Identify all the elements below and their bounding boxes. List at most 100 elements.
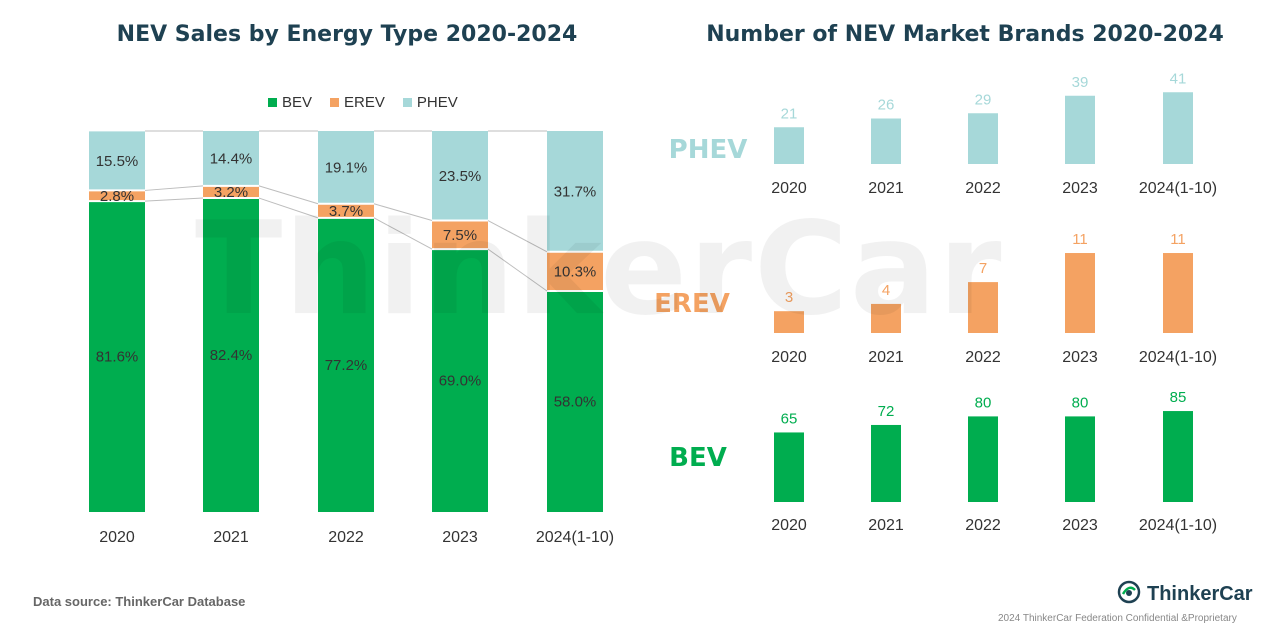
brand-bar-erev-2021 bbox=[871, 303, 901, 333]
brand-bar-bev-2022 bbox=[968, 416, 998, 502]
value-label-phev-2023: 23.5% bbox=[439, 168, 482, 185]
brand-x-tick-phev-2023: 2023 bbox=[1062, 180, 1098, 197]
left-chart-title: NEV Sales by Energy Type 2020-2024 bbox=[116, 22, 578, 47]
legend-swatch-erev bbox=[330, 98, 340, 107]
bar-bev-2024-1-10 bbox=[547, 291, 603, 512]
connector-line-2-0 bbox=[373, 217, 433, 250]
right-chart-title: Number of NEV Market Brands 2020-2024 bbox=[706, 22, 1224, 47]
x-tick-label-2022: 2022 bbox=[328, 529, 364, 546]
value-label-erev-2020: 2.8% bbox=[100, 188, 134, 205]
copyright-note: 2024 ThinkerCar Federation Confidential … bbox=[998, 613, 1237, 624]
connector-line-1-1 bbox=[258, 185, 319, 205]
brand-bar-bev-2020 bbox=[774, 432, 804, 502]
brand-value-label-bev-2024-1-10: 85 bbox=[1170, 389, 1187, 406]
brand-x-tick-erev-2020: 2020 bbox=[771, 349, 807, 366]
value-label-phev-2024-1-10: 31.7% bbox=[554, 183, 597, 200]
legend-swatch-bev bbox=[268, 98, 277, 107]
connector-line-3-1 bbox=[487, 220, 548, 253]
legend-label-bev: BEV bbox=[282, 94, 313, 111]
value-label-bev-2020: 81.6% bbox=[96, 349, 139, 366]
bar-phev-2021 bbox=[203, 131, 259, 186]
data-source-note: Data source: ThinkerCar Database bbox=[33, 594, 246, 609]
brand-bar-phev-2021 bbox=[871, 118, 901, 164]
bar-erev-2021 bbox=[203, 185, 259, 199]
bar-erev-2024-1-10 bbox=[547, 251, 603, 292]
row-label-bev: BEV bbox=[669, 443, 727, 473]
brand-value-label-bev-2022: 80 bbox=[975, 394, 992, 411]
brand-value-label-phev-2024-1-10: 41 bbox=[1170, 70, 1187, 87]
brand-x-tick-bev-2020: 2020 bbox=[771, 517, 807, 534]
brand-x-tick-bev-2024-1-10: 2024(1-10) bbox=[1139, 517, 1217, 534]
brand-value-label-phev-2021: 26 bbox=[878, 97, 895, 114]
brand-x-tick-erev-2021: 2021 bbox=[868, 349, 904, 366]
x-tick-label-2024-1-10: 2024(1-10) bbox=[536, 529, 614, 546]
brand-x-tick-erev-2022: 2022 bbox=[965, 349, 1001, 366]
brand-x-tick-erev-2023: 2023 bbox=[1062, 349, 1098, 366]
brand-value-label-bev-2020: 65 bbox=[781, 410, 798, 427]
brand-bar-erev-2022 bbox=[968, 282, 998, 333]
brand-value-label-erev-2022: 7 bbox=[979, 260, 987, 277]
bar-erev-2023 bbox=[432, 220, 488, 250]
brand-bar-bev-2024-1-10 bbox=[1163, 411, 1193, 502]
brand-bar-erev-2024-1-10 bbox=[1163, 253, 1193, 333]
brand-x-tick-phev-2022: 2022 bbox=[965, 180, 1001, 197]
value-label-bev-2022: 77.2% bbox=[325, 357, 368, 374]
brand-value-label-erev-2021: 4 bbox=[882, 282, 890, 299]
brand-value-label-phev-2022: 29 bbox=[975, 91, 992, 108]
x-tick-label-2021: 2021 bbox=[213, 529, 249, 546]
brand-x-tick-phev-2024-1-10: 2024(1-10) bbox=[1139, 180, 1217, 197]
bar-erev-2020 bbox=[89, 190, 145, 202]
brand-count-charts: 21 2020 26 2021 29 2022 39 2023 41 2024(1-10) 3 202… bbox=[771, 70, 1217, 534]
bar-phev-2022 bbox=[318, 131, 374, 204]
bar-phev-2024-1-10 bbox=[547, 131, 603, 252]
brand-logo: ThinkerCar bbox=[1117, 580, 1253, 609]
value-label-erev-2021: 3.2% bbox=[214, 184, 248, 201]
left-chart-legend: BEV EREV PHEV bbox=[268, 94, 458, 111]
stacked-bar-chart: 81.6% 2.8% 15.5% 2020 82.4% 3.2% 14.4% 2021 77.2… bbox=[89, 130, 614, 546]
brand-bar-phev-2020 bbox=[774, 127, 804, 164]
bar-bev-2021 bbox=[203, 198, 259, 512]
value-label-bev-2021: 82.4% bbox=[210, 347, 253, 364]
brand-x-tick-erev-2024-1-10: 2024(1-10) bbox=[1139, 349, 1217, 366]
brand-value-label-erev-2020: 3 bbox=[785, 289, 793, 306]
connector-line-1-0 bbox=[258, 197, 319, 219]
value-label-bev-2023: 69.0% bbox=[439, 373, 482, 390]
x-tick-label-2020: 2020 bbox=[99, 529, 135, 546]
brand-bar-bev-2023 bbox=[1065, 416, 1095, 502]
row-label-phev: PHEV bbox=[668, 135, 748, 165]
bar-bev-2022 bbox=[318, 217, 374, 513]
row-label-erev: EREV bbox=[654, 289, 730, 319]
brand-x-tick-phev-2020: 2020 bbox=[771, 180, 807, 197]
value-label-erev-2022: 3.7% bbox=[329, 203, 363, 220]
brand-bar-phev-2022 bbox=[968, 113, 998, 164]
brand-bar-erev-2023 bbox=[1065, 253, 1095, 333]
brand-logo-icon bbox=[1117, 580, 1141, 609]
value-label-bev-2024-1-10: 58.0% bbox=[554, 394, 597, 411]
legend-item-bev: BEV bbox=[268, 94, 312, 111]
legend-item-erev: EREV bbox=[330, 94, 385, 111]
bar-phev-2020 bbox=[89, 131, 145, 191]
value-label-erev-2024-1-10: 10.3% bbox=[554, 263, 597, 280]
value-label-erev-2023: 7.5% bbox=[443, 227, 477, 244]
bar-phev-2023 bbox=[432, 131, 488, 221]
legend-label-phev: PHEV bbox=[416, 94, 458, 111]
connector-line-0-0 bbox=[144, 197, 204, 202]
brand-value-label-erev-2023: 11 bbox=[1072, 231, 1088, 248]
bar-bev-2020 bbox=[89, 201, 145, 512]
connector-line-2-1 bbox=[373, 203, 433, 222]
brand-value-label-bev-2021: 72 bbox=[878, 403, 895, 420]
bar-erev-2022 bbox=[318, 203, 374, 218]
bar-bev-2023 bbox=[432, 249, 488, 513]
brand-x-tick-phev-2021: 2021 bbox=[868, 180, 904, 197]
brand-bar-phev-2024-1-10 bbox=[1163, 92, 1193, 164]
brand-value-label-phev-2023: 39 bbox=[1072, 74, 1089, 91]
value-label-phev-2021: 14.4% bbox=[210, 150, 253, 167]
legend-swatch-phev bbox=[402, 98, 412, 107]
legend-item-phev: PHEV bbox=[402, 94, 458, 111]
connector-line-0-1 bbox=[144, 185, 204, 191]
x-tick-label-2023: 2023 bbox=[442, 529, 478, 546]
brand-value-label-phev-2020: 21 bbox=[781, 105, 798, 122]
legend-label-erev: EREV bbox=[344, 94, 385, 111]
value-label-phev-2022: 19.1% bbox=[325, 159, 368, 176]
brand-bar-phev-2023 bbox=[1065, 95, 1095, 164]
